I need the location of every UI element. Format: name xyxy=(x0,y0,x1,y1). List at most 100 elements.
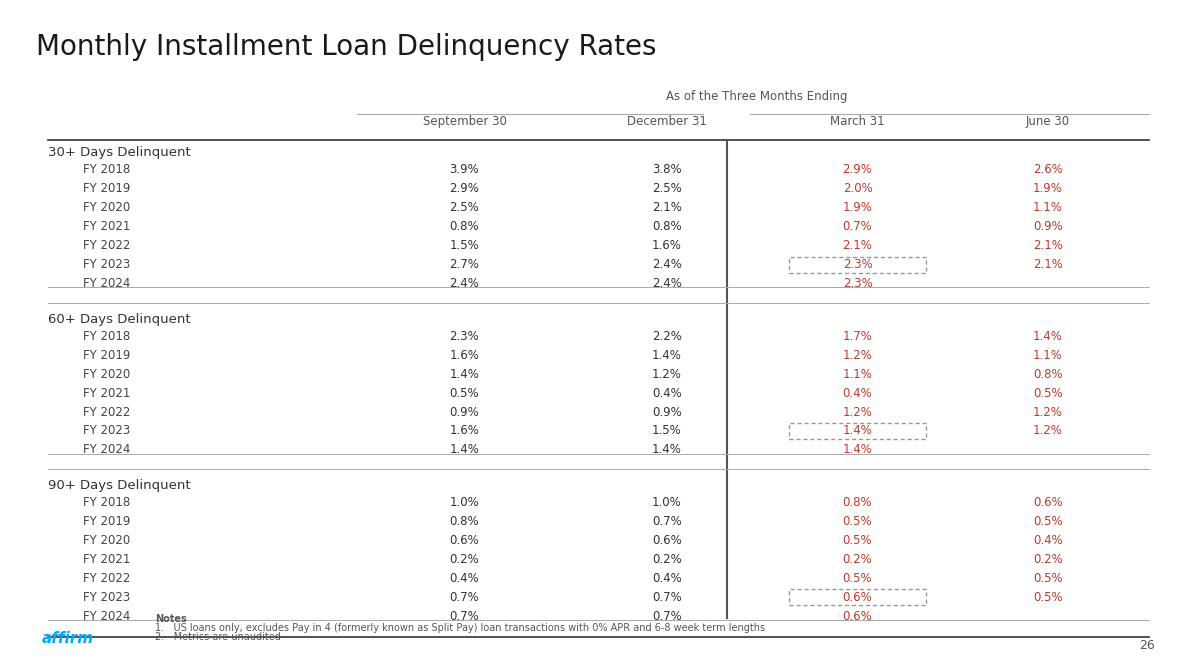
Text: affirm: affirm xyxy=(42,631,94,646)
Text: 2.5%: 2.5% xyxy=(450,201,479,214)
Text: 0.8%: 0.8% xyxy=(653,220,681,233)
Text: 0.6%: 0.6% xyxy=(450,534,479,547)
Text: 0.7%: 0.7% xyxy=(843,220,872,233)
Text: 0.5%: 0.5% xyxy=(843,515,872,528)
Text: FY 2022: FY 2022 xyxy=(83,406,131,418)
Text: FY 2020: FY 2020 xyxy=(83,201,131,214)
Text: 2.9%: 2.9% xyxy=(449,182,480,196)
Text: 2.2%: 2.2% xyxy=(651,330,682,342)
Text: 0.7%: 0.7% xyxy=(450,610,479,622)
Text: 1.   US loans only, excludes Pay in 4 (formerly known as Split Pay) loan transac: 1. US loans only, excludes Pay in 4 (for… xyxy=(155,623,765,633)
Text: 1.9%: 1.9% xyxy=(1033,182,1064,196)
Text: FY 2022: FY 2022 xyxy=(83,572,131,585)
Text: 2.1%: 2.1% xyxy=(1033,258,1064,271)
Text: 30+ Days Delinquent: 30+ Days Delinquent xyxy=(48,146,191,160)
Text: 1.4%: 1.4% xyxy=(651,348,682,362)
Text: As of the Three Months Ending: As of the Three Months Ending xyxy=(666,90,847,103)
Text: 2.   Metrics are unaudited: 2. Metrics are unaudited xyxy=(155,632,281,642)
Text: 3.9%: 3.9% xyxy=(450,164,479,176)
Text: 0.4%: 0.4% xyxy=(450,572,479,585)
Text: 0.5%: 0.5% xyxy=(450,386,479,400)
Text: 1.2%: 1.2% xyxy=(842,406,873,418)
Text: FY 2022: FY 2022 xyxy=(83,239,131,252)
Text: 2.4%: 2.4% xyxy=(449,277,480,290)
Text: FY 2019: FY 2019 xyxy=(83,182,131,196)
Text: 0.8%: 0.8% xyxy=(450,515,479,528)
Text: 3.8%: 3.8% xyxy=(653,164,681,176)
Text: 2.0%: 2.0% xyxy=(843,182,872,196)
Text: 1.1%: 1.1% xyxy=(1033,201,1064,214)
Text: 0.6%: 0.6% xyxy=(843,591,872,604)
Text: FY 2021: FY 2021 xyxy=(83,386,131,400)
Text: December 31: December 31 xyxy=(626,114,707,128)
Text: FY 2023: FY 2023 xyxy=(83,424,131,438)
Text: 1.6%: 1.6% xyxy=(449,348,480,362)
Text: 2.3%: 2.3% xyxy=(843,277,872,290)
Text: 2.9%: 2.9% xyxy=(842,164,873,176)
Text: 0.2%: 0.2% xyxy=(843,553,872,566)
Text: 0.6%: 0.6% xyxy=(1034,496,1062,509)
Text: 0.6%: 0.6% xyxy=(843,610,872,622)
Text: 0.9%: 0.9% xyxy=(1034,220,1062,233)
Text: March 31: March 31 xyxy=(830,114,885,128)
Text: 1.4%: 1.4% xyxy=(842,424,873,438)
Text: 1.2%: 1.2% xyxy=(651,368,682,380)
Text: FY 2020: FY 2020 xyxy=(83,534,131,547)
Text: 0.8%: 0.8% xyxy=(1034,368,1062,380)
Text: FY 2021: FY 2021 xyxy=(83,553,131,566)
Text: 0.5%: 0.5% xyxy=(1034,386,1062,400)
Text: 0.4%: 0.4% xyxy=(843,386,872,400)
Text: June 30: June 30 xyxy=(1025,114,1071,128)
Text: FY 2018: FY 2018 xyxy=(83,164,131,176)
Text: FY 2018: FY 2018 xyxy=(83,496,131,509)
Text: 1.4%: 1.4% xyxy=(449,368,480,380)
Text: 2.4%: 2.4% xyxy=(651,258,682,271)
Text: 2.4%: 2.4% xyxy=(651,277,682,290)
Text: 2.3%: 2.3% xyxy=(450,330,479,342)
Text: 0.7%: 0.7% xyxy=(653,515,681,528)
Text: 0.9%: 0.9% xyxy=(450,406,479,418)
Text: 1.0%: 1.0% xyxy=(653,496,681,509)
Text: FY 2024: FY 2024 xyxy=(83,610,131,622)
Text: FY 2024: FY 2024 xyxy=(83,277,131,290)
Text: 1.5%: 1.5% xyxy=(653,424,681,438)
Text: 1.6%: 1.6% xyxy=(651,239,682,252)
Text: 1.9%: 1.9% xyxy=(842,201,873,214)
Text: FY 2021: FY 2021 xyxy=(83,220,131,233)
Text: 1.7%: 1.7% xyxy=(842,330,873,342)
Text: 2.1%: 2.1% xyxy=(842,239,873,252)
Text: Notes: Notes xyxy=(155,614,187,624)
Text: 0.8%: 0.8% xyxy=(843,496,872,509)
Text: 1.4%: 1.4% xyxy=(449,444,480,456)
Text: 1.2%: 1.2% xyxy=(842,348,873,362)
Text: 60+ Days Delinquent: 60+ Days Delinquent xyxy=(48,313,191,326)
Text: 1.4%: 1.4% xyxy=(842,444,873,456)
Text: 1.1%: 1.1% xyxy=(842,368,873,380)
Text: 0.2%: 0.2% xyxy=(450,553,479,566)
Text: 0.7%: 0.7% xyxy=(653,610,681,622)
Text: 0.4%: 0.4% xyxy=(1034,534,1062,547)
Text: 1.1%: 1.1% xyxy=(1033,348,1064,362)
Text: 0.4%: 0.4% xyxy=(653,386,681,400)
Text: September 30: September 30 xyxy=(423,114,506,128)
Text: 0.9%: 0.9% xyxy=(653,406,681,418)
Text: FY 2023: FY 2023 xyxy=(83,258,131,271)
Text: FY 2024: FY 2024 xyxy=(83,444,131,456)
Text: 26: 26 xyxy=(1140,638,1155,652)
Text: 0.7%: 0.7% xyxy=(450,591,479,604)
Text: 0.5%: 0.5% xyxy=(843,572,872,585)
Text: 1.4%: 1.4% xyxy=(651,444,682,456)
Text: 0.5%: 0.5% xyxy=(843,534,872,547)
Text: 2.7%: 2.7% xyxy=(449,258,480,271)
Text: 0.6%: 0.6% xyxy=(653,534,681,547)
Text: 0.2%: 0.2% xyxy=(653,553,681,566)
Text: 1.5%: 1.5% xyxy=(450,239,479,252)
Text: 0.5%: 0.5% xyxy=(1034,572,1062,585)
Text: FY 2019: FY 2019 xyxy=(83,515,131,528)
Text: 0.4%: 0.4% xyxy=(653,572,681,585)
Text: 0.5%: 0.5% xyxy=(1034,515,1062,528)
Text: 0.2%: 0.2% xyxy=(1034,553,1062,566)
Text: FY 2018: FY 2018 xyxy=(83,330,131,342)
Text: 2.3%: 2.3% xyxy=(843,258,872,271)
Text: 0.7%: 0.7% xyxy=(653,591,681,604)
